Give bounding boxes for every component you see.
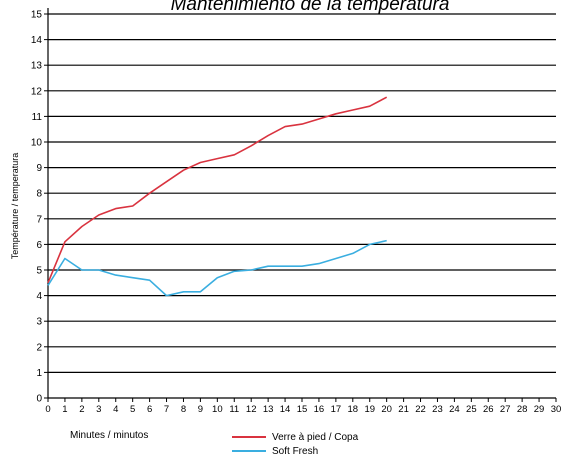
x-tick-label-24: 24 — [449, 404, 460, 415]
y-tick-label-2: 2 — [36, 342, 42, 353]
legend-swatch-soft-fresh — [232, 450, 266, 452]
legend-item-copa: Verre à pied / Copa — [232, 430, 358, 444]
x-tick-label-3: 3 — [96, 404, 101, 415]
y-tick-label-11: 11 — [32, 112, 43, 123]
y-tick-label-9: 9 — [36, 163, 42, 174]
y-axis-label: Température / temperatura — [10, 152, 20, 260]
y-tick-label-4: 4 — [36, 291, 42, 302]
x-tick-label-25: 25 — [466, 404, 477, 415]
x-tick-label-14: 14 — [280, 404, 291, 415]
x-tick-label-10: 10 — [212, 404, 223, 415]
x-tick-label-27: 27 — [500, 404, 511, 415]
y-tick-label-10: 10 — [31, 138, 43, 149]
x-tick-label-18: 18 — [348, 404, 359, 415]
x-tick-label-1: 1 — [62, 404, 67, 415]
x-tick-label-6: 6 — [147, 404, 152, 415]
x-tick-label-7: 7 — [164, 404, 169, 415]
y-tick-label-5: 5 — [36, 266, 42, 277]
x-tick-label-17: 17 — [331, 404, 342, 415]
x-tick-label-16: 16 — [314, 404, 325, 415]
x-tick-label-20: 20 — [381, 404, 392, 415]
series-line-0 — [47, 96, 388, 284]
x-tick-label-9: 9 — [198, 404, 203, 415]
y-tick-label-14: 14 — [31, 35, 43, 46]
x-tick-label-28: 28 — [517, 404, 528, 415]
x-tick-label-13: 13 — [263, 404, 274, 415]
series-lines — [47, 96, 388, 297]
legend-label-soft-fresh: Soft Fresh — [272, 445, 319, 457]
y-tick-label-0: 0 — [36, 394, 42, 405]
y-tick-label-15: 15 — [31, 10, 43, 21]
x-tick-label-15: 15 — [297, 404, 308, 415]
y-tick-label-13: 13 — [31, 61, 43, 72]
y-tick-label-7: 7 — [36, 214, 42, 225]
x-tick-label-12: 12 — [246, 404, 257, 415]
y-tick-label-8: 8 — [36, 189, 42, 200]
x-tick-label-22: 22 — [415, 404, 426, 415]
x-tick-labels: 0 1 2 3 4 5 6 7 8 9 10 11 12 13 14 15 16 17 18 19 20 21 22 23 24… — [45, 404, 561, 415]
x-axis-label: Minutes / minutos — [70, 430, 149, 441]
series-line-1 — [47, 239, 387, 297]
x-tick-label-21: 21 — [398, 404, 409, 415]
x-tick-label-19: 19 — [364, 404, 375, 415]
x-tick-label-8: 8 — [181, 404, 186, 415]
chart-title: Mantenimiento de la temperatura — [170, 0, 450, 15]
y-tick-label-12: 12 — [31, 86, 43, 97]
y-tick-label-6: 6 — [36, 240, 42, 251]
x-tick-label-11: 11 — [229, 404, 239, 415]
axes — [44, 8, 557, 402]
x-tick-label-2: 2 — [79, 404, 84, 415]
x-tick-label-4: 4 — [113, 404, 118, 415]
y-tick-label-3: 3 — [36, 317, 42, 328]
x-tick-label-29: 29 — [534, 404, 545, 415]
legend-item-soft-fresh: Soft Fresh — [232, 444, 358, 458]
gridlines — [48, 13, 556, 399]
x-tick-label-26: 26 — [483, 404, 494, 415]
x-tick-label-5: 5 — [130, 404, 135, 415]
x-tick-label-23: 23 — [432, 404, 443, 415]
x-tick-label-0: 0 — [45, 404, 50, 415]
legend-label-copa: Verre à pied / Copa — [272, 431, 359, 443]
legend: Verre à pied / Copa Soft Fresh — [232, 430, 358, 458]
y-tick-label-1: 1 — [36, 368, 42, 379]
x-tick-label-30: 30 — [551, 404, 562, 415]
legend-swatch-copa — [232, 436, 266, 438]
